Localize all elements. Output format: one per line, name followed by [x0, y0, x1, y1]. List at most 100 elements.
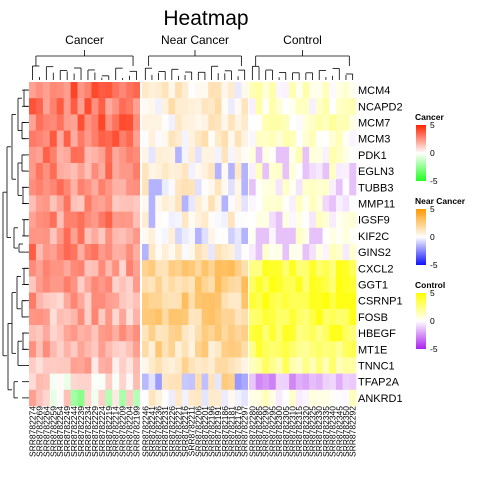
- sample-label: SRR8782315: [294, 406, 304, 457]
- gene-label: PDK1: [358, 150, 387, 162]
- heat-cell: [322, 389, 330, 407]
- heat-cell: [42, 179, 51, 196]
- heat-cell: [201, 98, 209, 115]
- heat-cell: [275, 146, 283, 164]
- legend-tick: -5: [430, 344, 438, 354]
- heat-cell: [84, 82, 92, 99]
- heat-cell: [91, 211, 99, 229]
- heat-cell: [329, 389, 337, 407]
- heat-cell: [295, 98, 303, 115]
- heat-cell: [269, 276, 277, 293]
- heat-cell: [142, 195, 149, 212]
- heat-cell: [322, 244, 330, 261]
- heat-cell: [269, 114, 277, 131]
- heat-cell: [234, 389, 242, 407]
- heat-cell: [56, 389, 64, 407]
- heat-cell: [241, 389, 249, 407]
- heat-cell: [201, 276, 209, 293]
- heat-cell: [70, 227, 78, 245]
- gene-label: HBEGF: [358, 328, 396, 340]
- heat-cell: [148, 179, 156, 196]
- heat-cell: [42, 276, 51, 293]
- group-label: Control: [283, 33, 322, 47]
- heat-cell: [329, 146, 337, 164]
- heat-cell: [175, 146, 183, 164]
- heat-cell: [208, 195, 216, 212]
- heat-cell: [181, 357, 189, 374]
- heat-cell: [49, 292, 58, 310]
- heat-cell: [105, 260, 113, 277]
- heat-cell: [195, 227, 202, 245]
- heat-cell: [155, 82, 163, 99]
- heat-cell: [161, 146, 169, 164]
- heat-cell: [98, 244, 106, 261]
- heat-cell: [195, 325, 202, 342]
- heat-cell: [262, 244, 270, 261]
- heat-cell: [29, 276, 37, 293]
- heat-cell: [188, 179, 196, 196]
- heat-cell: [249, 82, 256, 99]
- heat-cell: [289, 308, 297, 326]
- heat-cell: [221, 179, 229, 196]
- heat-cell: [329, 163, 337, 180]
- heat-cell: [188, 244, 196, 261]
- heat-cell: [315, 292, 323, 310]
- heat-cell: [161, 308, 169, 326]
- sample-label: SRR8782201: [200, 406, 210, 457]
- heat-cell: [119, 325, 127, 342]
- sample-label: SRR8782236: [154, 406, 164, 457]
- heat-cell: [105, 179, 113, 196]
- heat-cell: [168, 227, 176, 245]
- heat-cell: [214, 260, 222, 277]
- heat-cell: [91, 308, 99, 326]
- heat-cell: [112, 98, 120, 115]
- heat-cell: [255, 308, 263, 326]
- heat-cell: [315, 179, 323, 196]
- legend-colorbar: [416, 293, 426, 349]
- heat-cell: [249, 357, 256, 374]
- heat-cell: [295, 357, 303, 374]
- heat-cell: [241, 179, 249, 196]
- heat-cell: [208, 373, 216, 391]
- heat-cell: [309, 373, 317, 391]
- heat-cell: [315, 146, 323, 164]
- heat-cell: [241, 341, 249, 358]
- heat-cell: [148, 82, 156, 99]
- heat-cell: [112, 227, 120, 245]
- heat-cell: [77, 179, 85, 196]
- heat-cell: [35, 341, 44, 358]
- heat-cell: [234, 195, 242, 212]
- heat-cell: [49, 130, 58, 148]
- heat-cell: [269, 211, 277, 229]
- heat-cell: [289, 357, 297, 374]
- heat-cell: [295, 244, 303, 261]
- heat-cell: [315, 195, 323, 212]
- heat-cell: [289, 82, 297, 99]
- legend-tick: 0: [430, 316, 435, 326]
- heat-cell: [315, 389, 323, 407]
- heat-cell: [91, 357, 99, 374]
- heat-cell: [155, 357, 163, 374]
- heat-cell: [275, 260, 283, 277]
- heat-cell: [228, 227, 236, 245]
- heat-cell: [133, 325, 141, 342]
- gene-label: NCAPD2: [358, 101, 403, 113]
- heat-cell: [188, 341, 196, 358]
- heat-cell: [262, 357, 270, 374]
- heat-cell: [302, 163, 310, 180]
- chart-title: Heatmap: [163, 7, 248, 30]
- heat-cell: [295, 195, 303, 212]
- heat-cell: [133, 308, 141, 326]
- heat-cell: [349, 130, 357, 148]
- gene-label: MT1E: [358, 344, 387, 356]
- heat-cell: [77, 163, 85, 180]
- heat-cell: [309, 179, 317, 196]
- heat-cell: [63, 260, 71, 277]
- heat-cell: [214, 373, 222, 391]
- group-separator: [248, 82, 249, 406]
- heat-cell: [63, 373, 71, 391]
- heat-cell: [201, 260, 209, 277]
- heat-cell: [302, 244, 310, 261]
- heat-cell: [119, 373, 127, 391]
